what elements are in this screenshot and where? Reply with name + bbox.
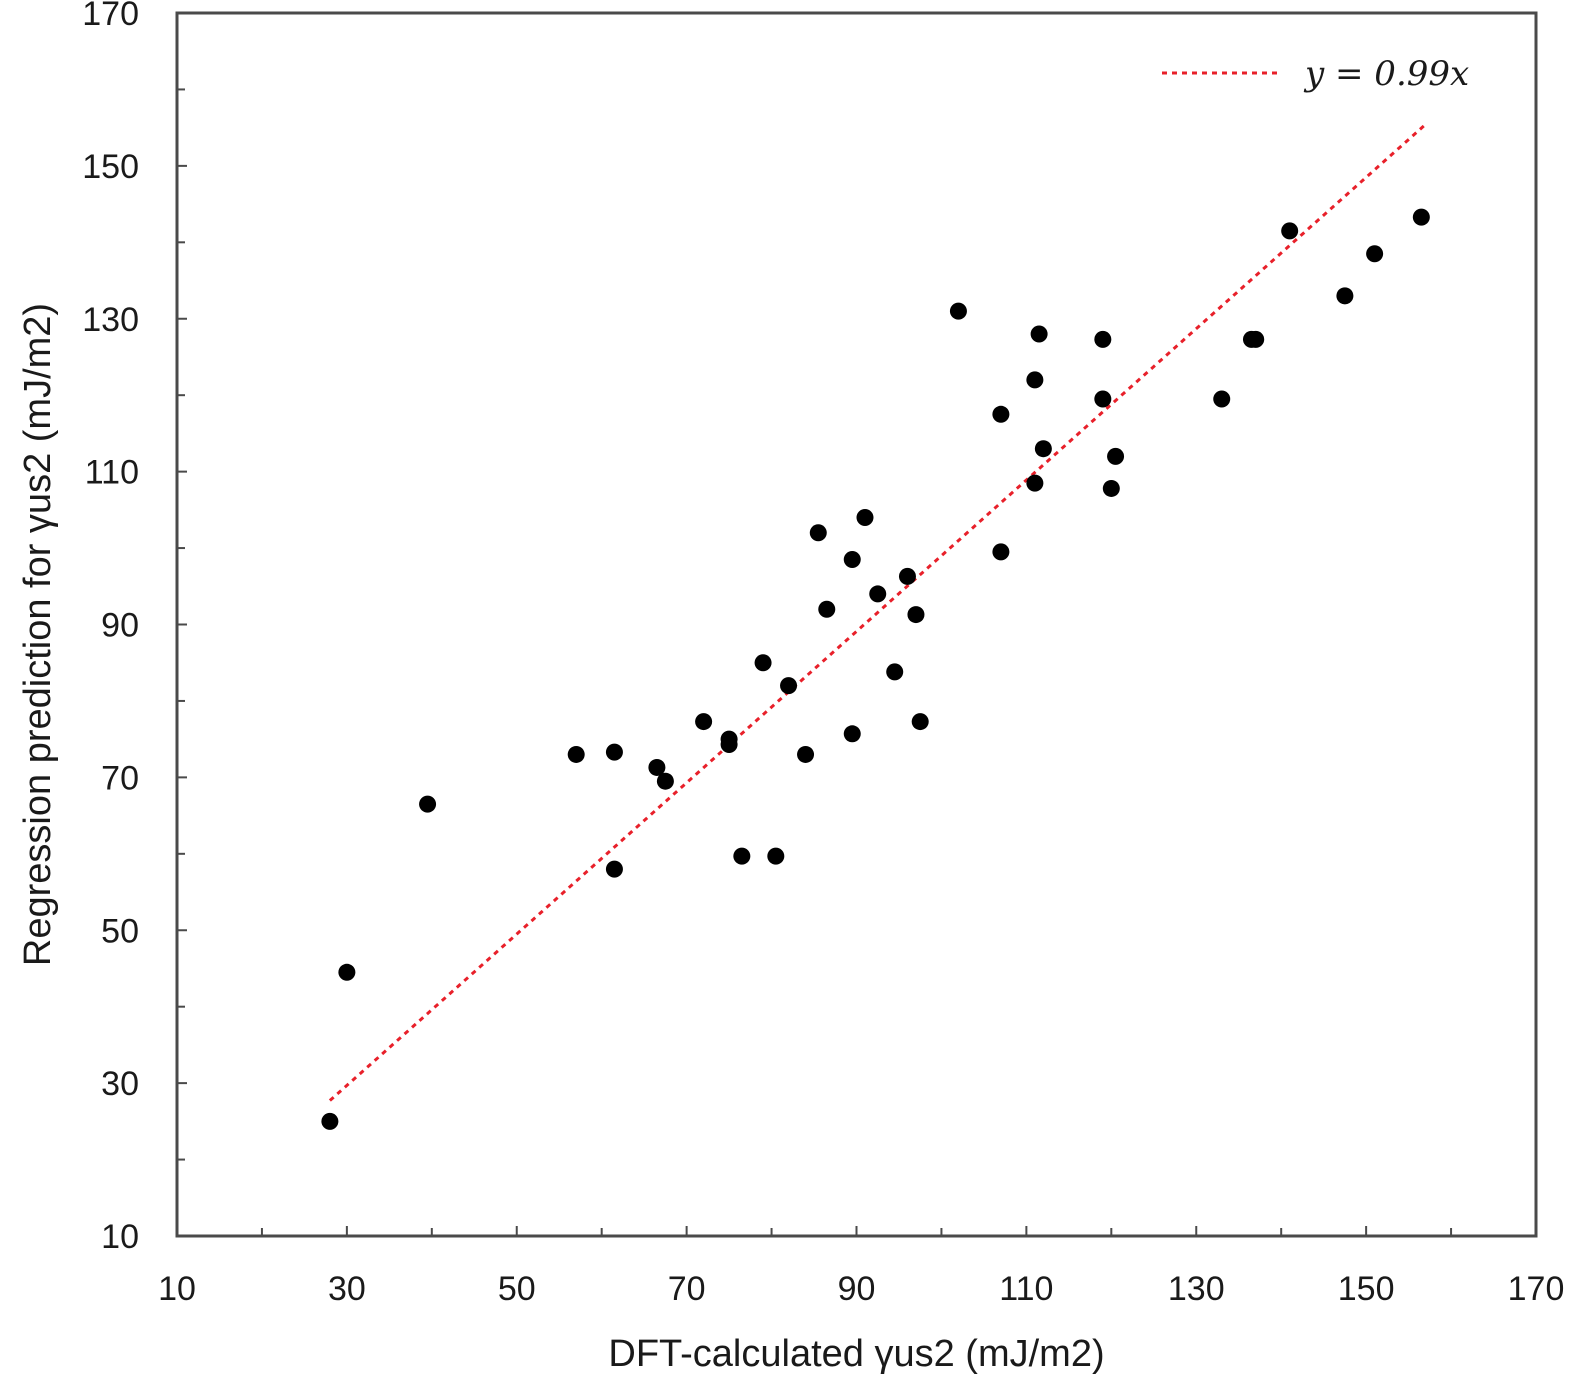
data-point-12 (754, 654, 772, 672)
data-point-16 (809, 524, 827, 542)
legend-label: y = 0.99x (1303, 54, 1469, 94)
data-point-13 (767, 847, 785, 865)
data-point-15 (797, 745, 815, 763)
y-tick-label: 130 (82, 301, 139, 339)
data-point-28 (992, 543, 1010, 561)
data-points (321, 208, 1430, 1130)
legend: y = 0.99x (1162, 54, 1469, 94)
x-tick-label: 130 (1168, 1270, 1225, 1308)
x-axis-title: DFT-calculated γus2 (mJ/m2) (608, 1333, 1104, 1375)
y-tick-label: 110 (85, 454, 139, 492)
plot-frame (175, 11, 1538, 1238)
axis-tick-labels: 10 30 50 70 90 110 130 150 170 10 30 50 70 90 110 130 15… (82, 0, 1564, 1308)
axis-ticks (176, 12, 1537, 1237)
data-point-35 (1102, 479, 1120, 497)
data-point-30 (1026, 474, 1044, 492)
data-point-20 (856, 508, 874, 526)
x-tick-label: 90 (838, 1270, 876, 1308)
x-tick-label: 150 (1338, 1270, 1395, 1308)
x-tick-label: 10 (158, 1270, 196, 1308)
y-tick-label: 150 (82, 148, 139, 186)
data-point-36 (1107, 447, 1125, 465)
data-point-42 (1366, 245, 1384, 263)
data-point-37 (1213, 390, 1231, 408)
data-point-18 (843, 551, 861, 569)
data-point-14 (780, 677, 798, 695)
data-point-3 (567, 745, 585, 763)
y-tick-label: 90 (101, 607, 139, 645)
data-point-33 (1094, 330, 1112, 348)
y-tick-label: 70 (101, 759, 139, 797)
x-tick-label: 30 (328, 1270, 366, 1308)
data-point-6 (648, 758, 666, 776)
data-point-29 (1026, 371, 1044, 389)
data-point-31 (1030, 325, 1048, 343)
data-point-23 (898, 567, 916, 585)
data-point-4 (605, 743, 623, 761)
data-point-10 (720, 736, 738, 754)
data-point-19 (843, 725, 861, 743)
fit-line (328, 123, 1427, 1102)
data-point-7 (656, 772, 674, 790)
data-point-25 (911, 713, 929, 731)
data-point-32 (1034, 440, 1052, 458)
data-point-1 (338, 963, 356, 981)
data-point-34 (1094, 390, 1112, 408)
data-point-27 (992, 405, 1010, 423)
data-point-2 (419, 795, 437, 813)
data-point-26 (949, 302, 967, 320)
x-tick-label: 50 (498, 1270, 536, 1308)
x-tick-label: 170 (1508, 1270, 1565, 1308)
data-point-40 (1281, 222, 1299, 240)
y-tick-label: 50 (101, 912, 139, 950)
data-point-8 (695, 713, 713, 731)
data-point-22 (886, 663, 904, 681)
data-point-5 (605, 860, 623, 878)
x-tick-label: 110 (999, 1270, 1053, 1308)
data-point-17 (818, 600, 836, 618)
data-point-43 (1412, 208, 1430, 226)
data-point-24 (907, 606, 925, 624)
y-tick-label: 30 (101, 1065, 139, 1103)
data-point-21 (869, 585, 887, 603)
data-point-41 (1336, 287, 1354, 305)
data-point-0 (321, 1112, 339, 1130)
y-axis-title: Regression prediction for γus2 (mJ/m2) (17, 303, 59, 966)
data-point-11 (733, 847, 751, 865)
y-tick-label: 170 (82, 0, 139, 33)
data-point-39 (1247, 330, 1265, 348)
y-tick-label: 10 (101, 1218, 139, 1256)
x-tick-label: 70 (668, 1270, 706, 1308)
